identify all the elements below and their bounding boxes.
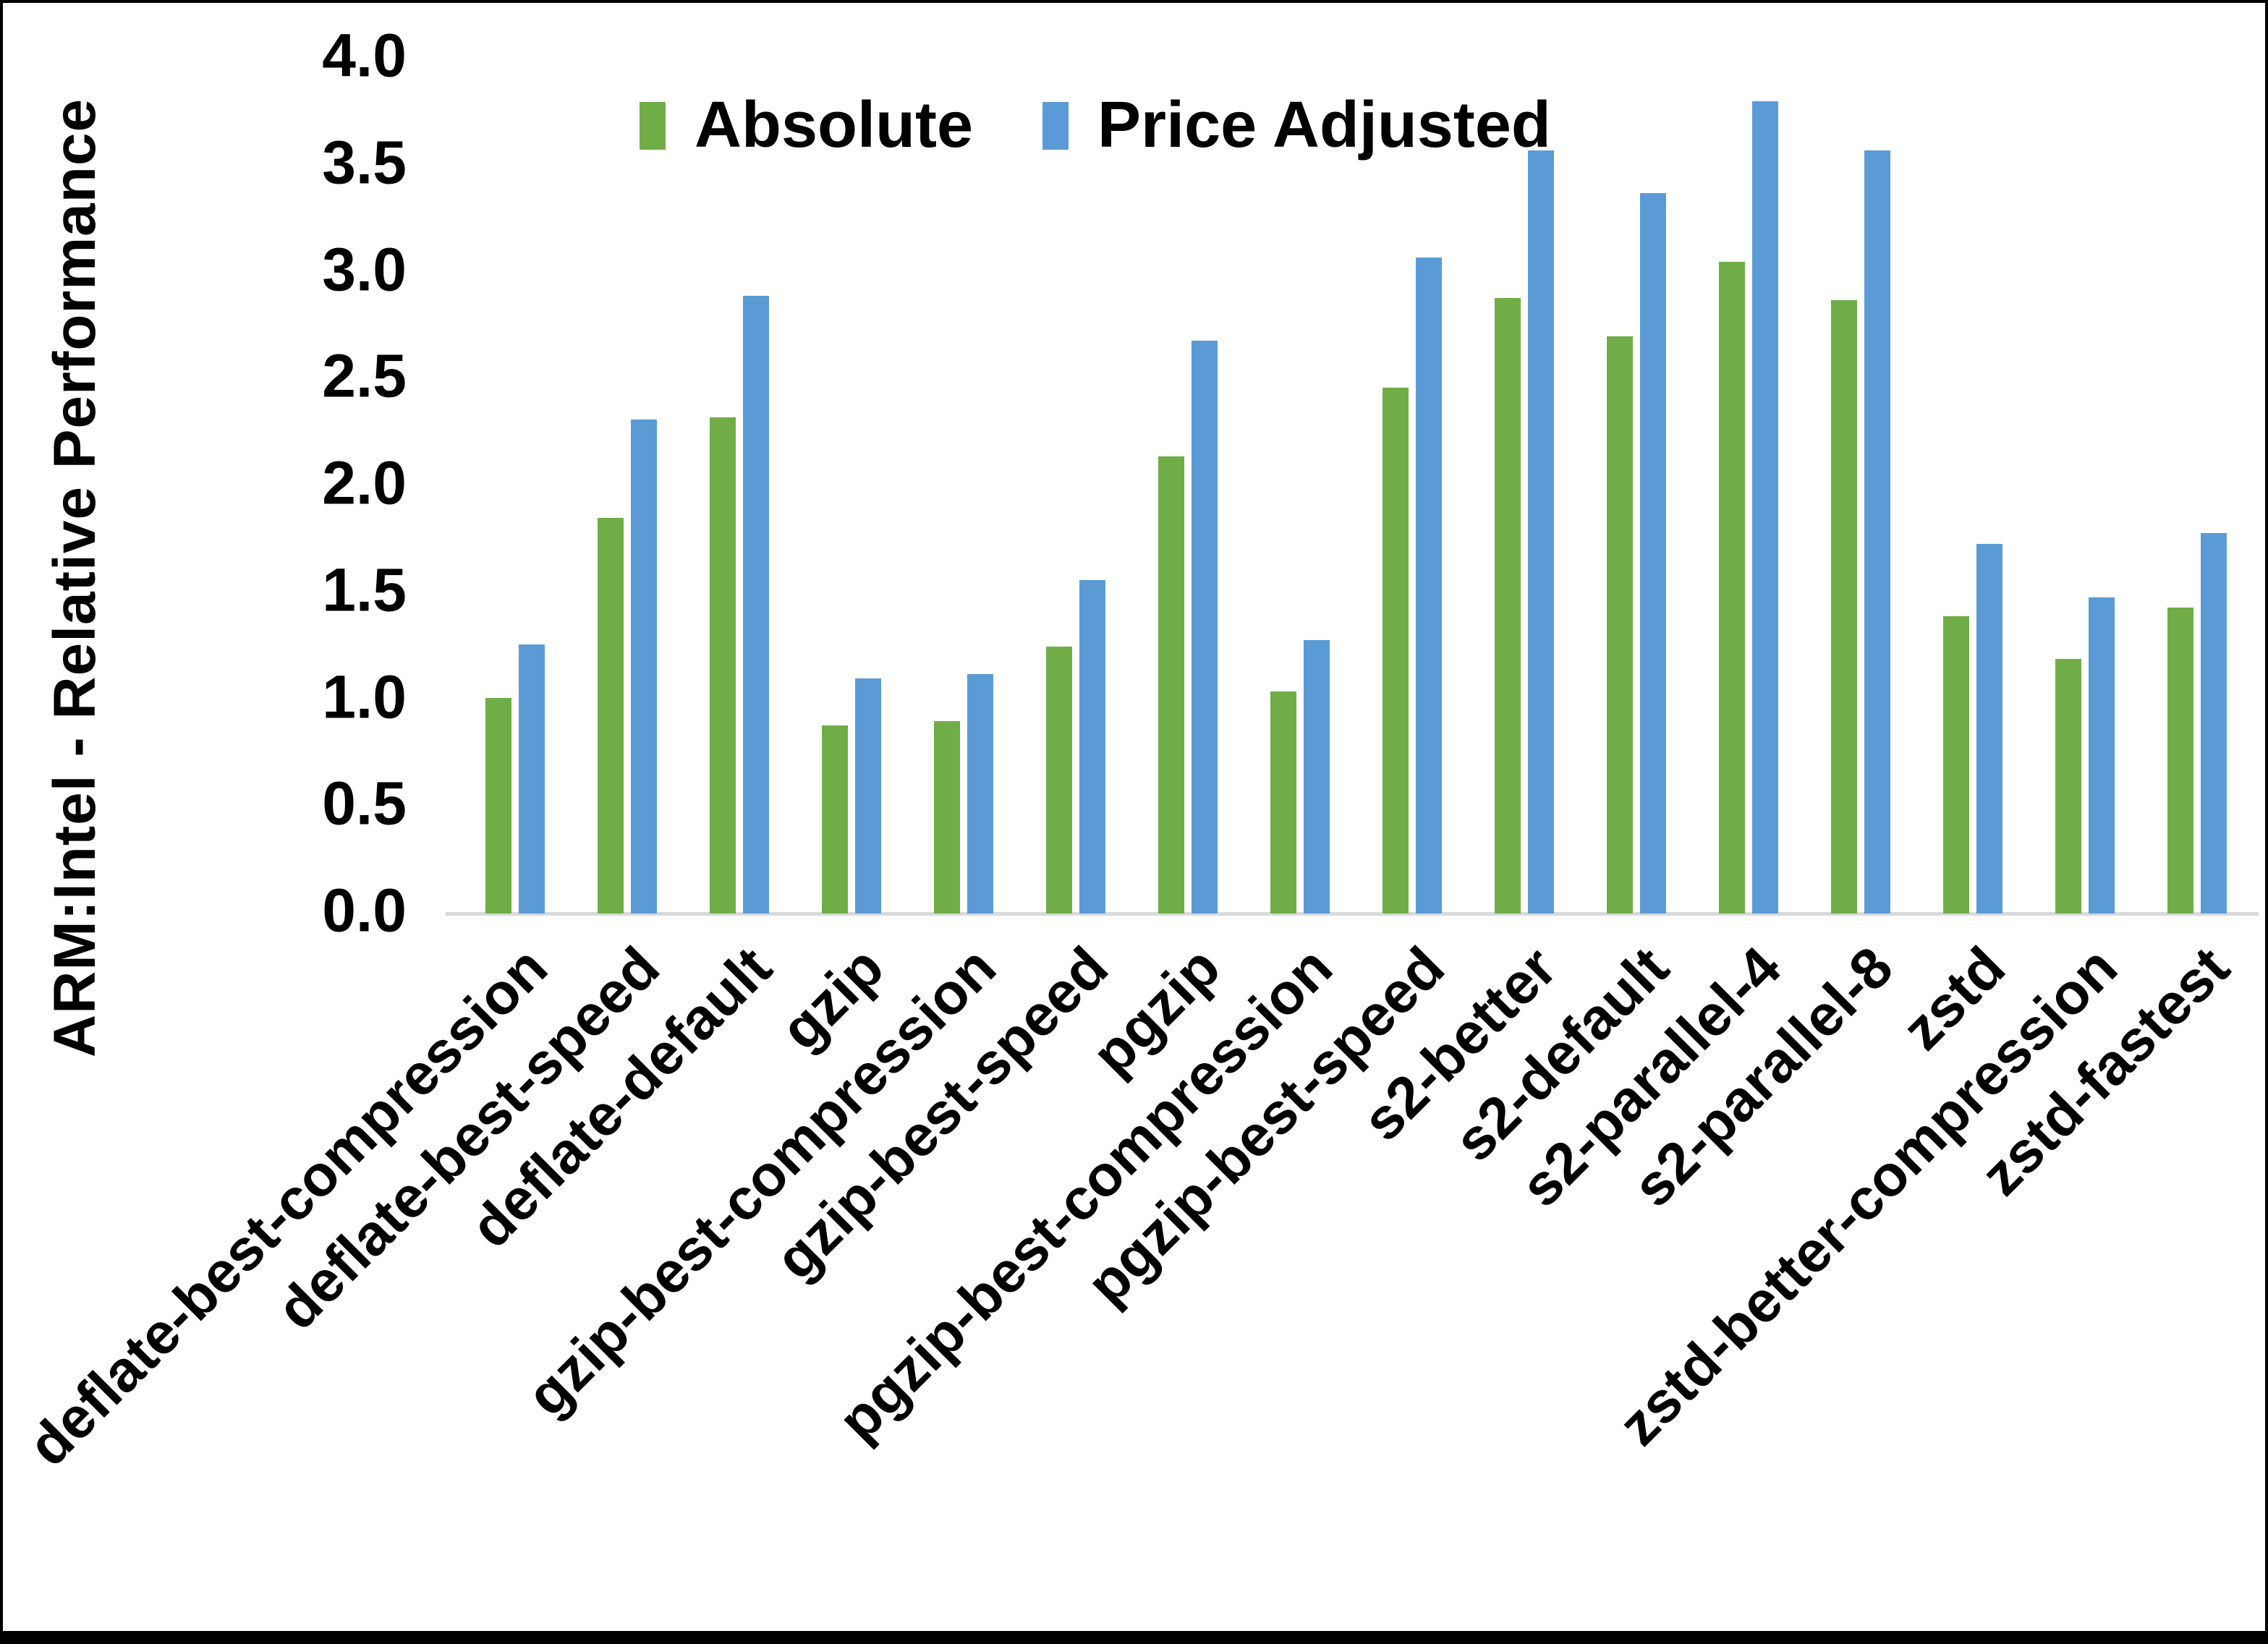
- x-axis-line: [446, 912, 2259, 916]
- bar-absolute-pgzip-best-compression: [1270, 691, 1296, 913]
- bar-absolute-s2-parallel-8: [1830, 299, 1857, 913]
- bar-absolute-zstd-better-compression: [2055, 659, 2081, 913]
- bar-absolute-zstd: [1942, 616, 1969, 913]
- bar-absolute-gzip-best-compression: [933, 721, 960, 913]
- y-axis-tick-2.0: 2.0: [322, 448, 407, 517]
- y-axis-tick-0.0: 0.0: [322, 876, 407, 945]
- bar-absolute-s2-parallel-4: [1718, 261, 1745, 913]
- legend-swatch-price-adjusted-icon: [1042, 101, 1069, 150]
- bar-price-adjusted-pgzip: [1191, 341, 1218, 913]
- bar-price-adjusted-zstd: [1976, 543, 2002, 913]
- bar-price-adjusted-s2-default: [1639, 193, 1666, 913]
- bar-price-adjusted-gzip: [854, 678, 881, 913]
- bar-absolute-s2-better: [1494, 297, 1521, 913]
- bar-price-adjusted-zstd-better-compression: [2088, 597, 2115, 913]
- bar-absolute-gzip-best-speed: [1045, 646, 1072, 913]
- bar-absolute-s2-default: [1606, 336, 1633, 913]
- bar-price-adjusted-deflate-default: [742, 296, 769, 913]
- legend-label-absolute: Absolute: [695, 89, 974, 161]
- legend-swatch-absolute-icon: [640, 101, 666, 150]
- bar-absolute-deflate-default: [709, 417, 736, 913]
- bar-price-adjusted-pgzip-best-compression: [1303, 639, 1330, 913]
- bar-absolute-pgzip-best-speed: [1382, 388, 1409, 913]
- bar-absolute-pgzip: [1158, 456, 1184, 913]
- y-axis-tick-0.5: 0.5: [322, 769, 407, 838]
- bar-absolute-zstd-fastest: [2167, 608, 2193, 913]
- bottom-border: [3, 1631, 2265, 1641]
- bar-price-adjusted-pgzip-best-speed: [1415, 257, 1442, 913]
- bar-price-adjusted-deflate-best-speed: [630, 419, 657, 913]
- bar-price-adjusted-gzip-best-speed: [1079, 580, 1105, 913]
- y-axis-tick-1.5: 1.5: [322, 555, 407, 624]
- bar-price-adjusted-zstd-fastest: [2200, 533, 2227, 913]
- y-axis-tick-2.5: 2.5: [322, 341, 407, 410]
- bar-price-adjusted-gzip-best-compression: [967, 674, 993, 913]
- bar-price-adjusted-deflate-best-compression: [518, 644, 545, 913]
- legend-item-absolute: Absolute: [640, 88, 973, 163]
- bar-price-adjusted-s2-parallel-8: [1864, 150, 1890, 913]
- legend-label-price-adjusted: Price Adjusted: [1097, 89, 1551, 161]
- y-axis-tick-4.0: 4.0: [322, 21, 407, 90]
- legend: Absolute Price Adjusted: [640, 88, 1551, 163]
- bar-price-adjusted-s2-better: [1527, 150, 1554, 913]
- y-axis-tick-1.0: 1.0: [322, 663, 407, 731]
- legend-item-price-adjusted: Price Adjusted: [1042, 88, 1551, 163]
- y-axis-tick-3.5: 3.5: [322, 128, 407, 197]
- y-axis-tick-3.0: 3.0: [322, 235, 407, 304]
- bar-absolute-deflate-best-speed: [597, 518, 624, 913]
- bar-absolute-gzip: [821, 725, 848, 913]
- bar-price-adjusted-s2-parallel-4: [1751, 101, 1778, 913]
- bar-absolute-deflate-best-compression: [485, 697, 511, 913]
